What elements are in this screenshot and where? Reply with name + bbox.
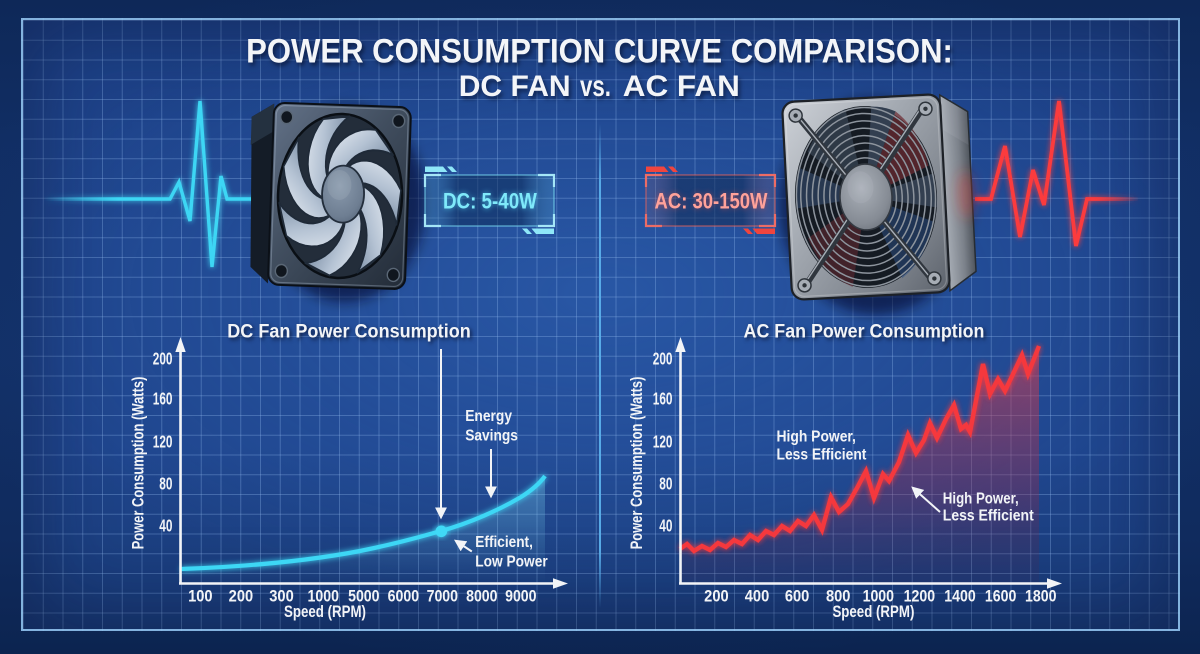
svg-text:6000: 6000 [388,588,419,606]
svg-text:9000: 9000 [505,588,536,606]
svg-text:AC Fan Power Consumption: AC Fan Power Consumption [744,320,985,342]
svg-text:7000: 7000 [427,588,458,606]
svg-text:Less Efficient: Less Efficient [777,446,867,464]
svg-text:200: 200 [153,349,173,369]
svg-text:Speed (RPM): Speed (RPM) [284,603,366,622]
svg-text:100: 100 [188,588,213,606]
svg-text:120: 120 [153,432,173,452]
svg-text:vs.: vs. [580,69,611,103]
svg-text:POWER CONSUMPTION CURVE COMPAR: POWER CONSUMPTION CURVE COMPARISON: [246,31,953,70]
svg-text:1200: 1200 [904,588,935,606]
svg-text:Speed (RPM): Speed (RPM) [832,603,914,622]
svg-text:Low Power: Low Power [475,554,548,571]
svg-text:120: 120 [653,432,673,452]
svg-text:1000: 1000 [307,588,338,606]
svg-text:80: 80 [659,474,672,494]
svg-text:1400: 1400 [944,588,975,606]
svg-text:AC FAN: AC FAN [623,68,740,102]
svg-text:40: 40 [159,516,172,536]
svg-text:AC: 30-150W: AC: 30-150W [655,189,768,214]
svg-text:300: 300 [269,588,294,606]
svg-text:Energy: Energy [465,407,512,425]
svg-text:Power Consumption (Watts): Power Consumption (Watts) [629,377,647,550]
svg-text:Less Efficient: Less Efficient [943,507,1034,525]
svg-text:Savings: Savings [465,426,518,444]
svg-text:160: 160 [653,389,673,409]
svg-text:80: 80 [159,474,172,494]
svg-text:DC: 5-40W: DC: 5-40W [443,189,537,214]
svg-text:High Power,: High Power, [943,490,1019,507]
svg-text:1000: 1000 [863,588,894,606]
svg-text:200: 200 [704,588,729,606]
svg-text:200: 200 [229,588,254,606]
svg-text:1800: 1800 [1025,588,1056,606]
svg-text:Efficient,: Efficient, [475,534,533,551]
svg-text:High Power,: High Power, [777,427,856,445]
svg-text:Power Consumption (Watts): Power Consumption (Watts) [130,377,148,550]
svg-text:8000: 8000 [466,588,497,606]
svg-text:DC FAN: DC FAN [459,70,571,103]
svg-text:160: 160 [153,389,173,409]
svg-text:800: 800 [826,588,851,606]
svg-text:400: 400 [745,588,770,606]
svg-text:40: 40 [659,516,672,536]
svg-text:200: 200 [653,349,673,369]
svg-text:DC Fan Power Consumption: DC Fan Power Consumption [227,320,470,342]
svg-text:1600: 1600 [985,588,1016,606]
svg-text:600: 600 [785,588,810,606]
svg-text:5000: 5000 [348,588,379,606]
